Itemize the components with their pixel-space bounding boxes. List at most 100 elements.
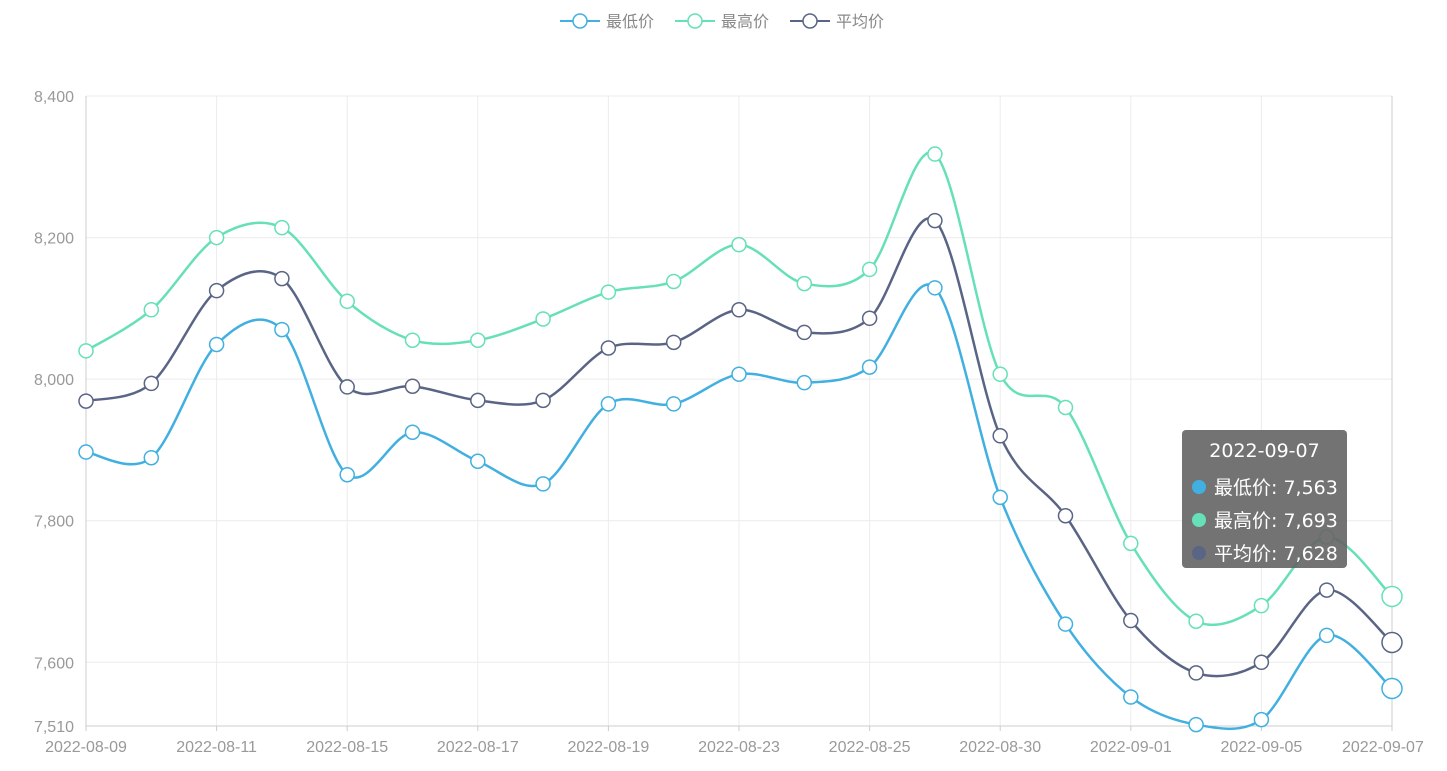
data-point[interactable] <box>927 280 943 296</box>
data-point[interactable] <box>1381 677 1403 700</box>
data-point[interactable] <box>992 428 1008 444</box>
x-tick-label: 2022-09-05 <box>1220 739 1302 756</box>
data-point[interactable] <box>1253 597 1270 614</box>
data-point[interactable] <box>665 334 682 351</box>
data-point[interactable] <box>1318 582 1335 598</box>
data-point[interactable] <box>1381 631 1403 654</box>
legend-label: 平均价 <box>836 12 884 31</box>
tooltip-dot <box>1192 512 1206 527</box>
data-point[interactable] <box>731 236 747 253</box>
data-point[interactable] <box>600 396 617 412</box>
data-point[interactable] <box>78 343 94 359</box>
legend-label: 最低价 <box>606 12 654 31</box>
series-layer <box>78 146 1403 733</box>
data-point[interactable] <box>731 366 747 382</box>
data-point[interactable] <box>927 212 943 229</box>
x-tick-label: 2022-09-07 <box>1342 739 1424 756</box>
data-point[interactable] <box>339 293 355 310</box>
data-point[interactable] <box>143 449 160 466</box>
legend-marker-icon <box>802 13 818 29</box>
data-point[interactable] <box>1123 689 1139 705</box>
legend-marker-icon <box>572 13 588 29</box>
data-point[interactable] <box>1057 508 1074 524</box>
tooltip-dot <box>1192 479 1206 494</box>
data-point[interactable] <box>470 332 486 348</box>
tooltip-row-label: 最高价: 7,693 <box>1214 510 1338 532</box>
data-point[interactable] <box>208 282 225 299</box>
data-point[interactable] <box>600 284 617 300</box>
tooltip-row-label: 最低价: 7,563 <box>1214 477 1338 499</box>
data-point[interactable] <box>665 396 682 412</box>
data-point[interactable] <box>1253 654 1270 671</box>
y-tick-label: 7,510 <box>34 719 74 736</box>
y-tick-label: 8,200 <box>34 231 74 248</box>
data-point[interactable] <box>339 466 355 483</box>
data-point[interactable] <box>78 393 94 409</box>
data-point[interactable] <box>1188 613 1204 629</box>
data-point[interactable] <box>274 321 290 338</box>
data-point[interactable] <box>1318 627 1335 644</box>
data-point[interactable] <box>992 489 1008 506</box>
legend-item[interactable]: 平均价 <box>790 12 884 31</box>
data-point[interactable] <box>535 476 551 492</box>
x-tick-label: 2022-08-30 <box>959 739 1041 756</box>
data-point[interactable] <box>665 273 682 290</box>
legend[interactable]: 最低价 最高价 平均价 <box>560 12 884 31</box>
data-point[interactable] <box>404 378 421 394</box>
legend-marker-icon <box>687 13 703 29</box>
data-point[interactable] <box>796 374 813 391</box>
legend-item[interactable]: 最低价 <box>560 12 654 31</box>
x-tick-label: 2022-08-23 <box>698 739 780 756</box>
data-point[interactable] <box>535 311 551 327</box>
data-point[interactable] <box>861 310 878 327</box>
data-point[interactable] <box>796 275 813 292</box>
tooltip-row: 平均价: 7,628 <box>1192 536 1347 569</box>
tooltip-dot <box>1192 545 1206 560</box>
data-point[interactable] <box>78 444 94 460</box>
data-point[interactable] <box>470 392 486 409</box>
data-point[interactable] <box>927 146 943 162</box>
data-point[interactable] <box>470 453 486 470</box>
data-point[interactable] <box>1123 612 1139 629</box>
data-point[interactable] <box>1057 616 1074 632</box>
data-point[interactable] <box>796 324 813 341</box>
data-point[interactable] <box>1123 535 1139 552</box>
tooltip-row-label: 平均价: 7,628 <box>1214 543 1338 565</box>
x-tick-label: 2022-09-01 <box>1090 739 1172 756</box>
tooltip: 2022-09-07 最低价: 7,563 最高价: 7,693 平均价: 7,… <box>1182 430 1347 568</box>
data-point[interactable] <box>208 229 225 246</box>
x-tick-label: 2022-08-19 <box>567 739 649 756</box>
x-tick-label: 2022-08-09 <box>45 739 127 756</box>
data-point[interactable] <box>1253 711 1270 728</box>
data-point[interactable] <box>535 392 551 409</box>
x-tick-label: 2022-08-17 <box>437 739 519 756</box>
tooltip-title: 2022-09-07 <box>1209 440 1320 462</box>
data-point[interactable] <box>208 336 225 353</box>
x-tick-label: 2022-08-25 <box>829 739 911 756</box>
data-point[interactable] <box>1188 665 1204 681</box>
data-point[interactable] <box>143 375 160 392</box>
y-tick-label: 8,000 <box>34 372 74 389</box>
axes: 7,510 7,600 7,800 8,000 8,200 8,400 2022-08-09… <box>34 89 1424 756</box>
legend-item[interactable]: 最高价 <box>675 12 769 31</box>
data-point[interactable] <box>992 366 1008 382</box>
data-point[interactable] <box>143 302 160 318</box>
legend-label: 最高价 <box>721 12 769 31</box>
data-point[interactable] <box>731 302 747 318</box>
data-point[interactable] <box>274 270 290 287</box>
x-tick-label: 2022-08-15 <box>306 739 388 756</box>
data-point[interactable] <box>861 261 878 278</box>
tooltip-row: 最高价: 7,693 <box>1192 503 1347 536</box>
data-point[interactable] <box>404 332 421 348</box>
data-point[interactable] <box>1057 399 1074 416</box>
data-point[interactable] <box>339 379 355 395</box>
y-tick-label: 7,600 <box>34 655 74 672</box>
data-point[interactable] <box>861 359 878 375</box>
data-point[interactable] <box>404 424 421 440</box>
grid-lines <box>86 95 1392 727</box>
data-point[interactable] <box>1188 716 1204 733</box>
data-point[interactable] <box>1381 585 1403 608</box>
data-point[interactable] <box>600 340 617 356</box>
data-point[interactable] <box>274 219 290 236</box>
